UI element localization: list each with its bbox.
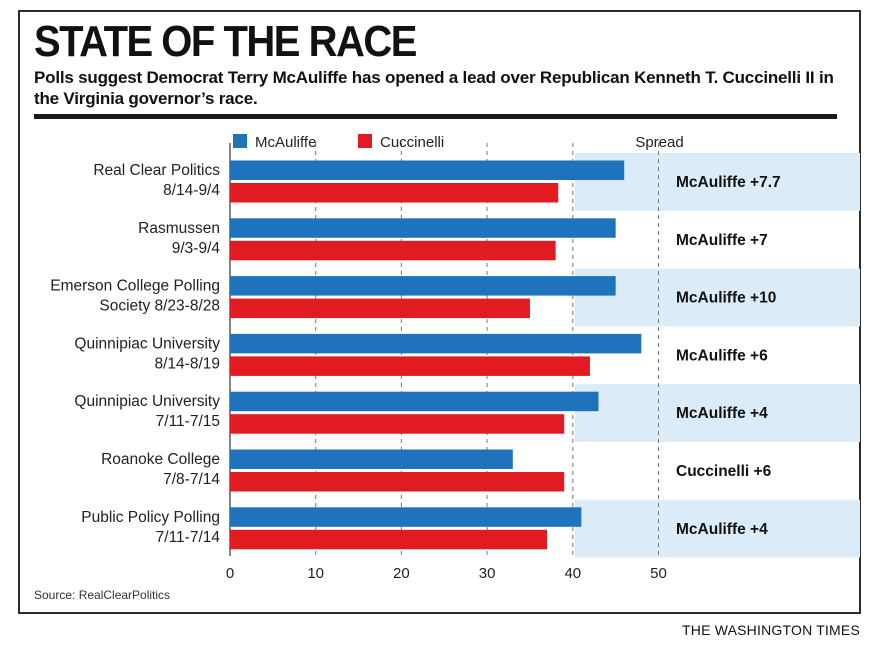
source-note: Source: RealClearPolitics — [34, 588, 171, 602]
chart-frame: STATE OF THE RACE Polls suggest Democrat… — [18, 10, 861, 614]
publisher-credit: THE WASHINGTON TIMES — [682, 622, 860, 638]
chart-subtitle: Polls suggest Democrat Terry McAuliffe h… — [34, 68, 834, 108]
chart-title: STATE OF THE RACE — [34, 18, 417, 66]
title-rule — [34, 114, 837, 119]
